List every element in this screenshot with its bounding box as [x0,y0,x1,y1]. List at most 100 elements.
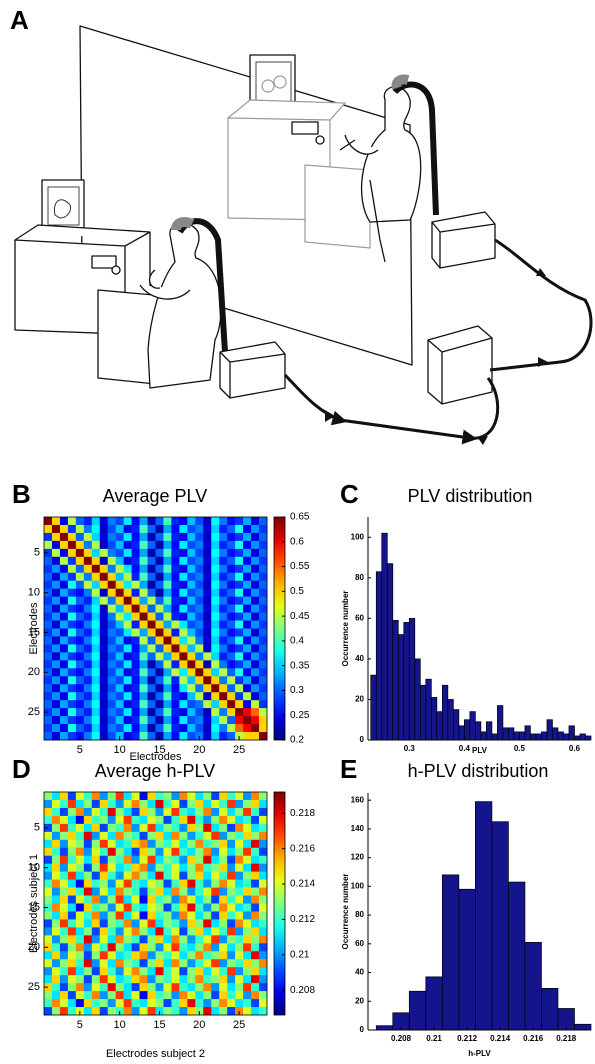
heatmap-cell [59,532,69,542]
heatmap-cell [203,716,212,725]
heatmap-cell [99,1007,109,1016]
heatmap-cell [51,1007,61,1016]
heatmap-cell [211,524,220,534]
colorbar-tick-label: 0.65 [290,512,310,523]
heatmap-cell [59,676,69,685]
heatmap-cell [131,612,140,621]
heatmap-cell [219,636,228,645]
heatmap-cell [115,935,124,944]
heatmap-cell [99,792,109,801]
histogram-bar [386,563,394,741]
heatmap-cell [211,863,220,872]
heatmap-cell [203,524,212,534]
heatmap-cell [91,572,101,582]
heatmap-cell [99,943,109,952]
heatmap-cell [123,935,132,944]
heatmap-cell [203,572,212,582]
heatmap-cell [147,572,156,582]
heatmap-cell [179,517,188,526]
heatmap-cell [187,556,196,566]
heatmap-cell [203,620,212,629]
colorbar-tick-label: 0.25 [290,710,310,721]
heatmap-cell [107,644,116,653]
heatmap-cell [123,628,132,637]
heatmap-cell [163,556,172,566]
heatmap-cell [115,943,124,952]
heatmap-cell [171,724,180,733]
heatmap-cell [83,556,93,566]
heatmap-cell [99,572,109,582]
heatmap-cell [123,911,132,920]
heatmap-cell [155,975,164,984]
heatmap-cell [107,991,116,1000]
heatmap-cell [251,919,260,928]
heatmap-cell [179,612,188,621]
heatmap-cell [163,708,172,717]
heatmap-cell [195,700,204,709]
heatmap-cell [67,596,77,605]
heatmap-cell [235,983,244,992]
heatmap-cell [131,724,140,733]
heatmap-cell [91,540,101,550]
heatmap-cell [251,815,260,825]
heatmap-cell [147,975,156,984]
heatmap-cell [99,724,109,733]
heatmap-cell [259,636,268,645]
heatmap-cell [195,572,204,582]
heatmap-cell [115,692,124,701]
heatmap-cell [195,879,204,888]
heatmap-cell [187,799,196,809]
heatmap-cell [235,991,244,1000]
heatmap-cell [187,903,196,912]
heatmap-cell [115,700,124,709]
heatmap-cell [107,911,116,920]
heatmap-cell [251,967,260,976]
heatmap-cell [187,815,196,825]
heatmap-cell [187,668,196,677]
heatmap-cell [123,700,132,709]
heatmap-cell [179,792,188,801]
heatmap-cell [179,927,188,936]
heatmap-cell [219,572,228,582]
heatmap-cell [147,556,156,566]
heatmap-cell [123,879,132,888]
heatmap-cell [219,580,228,589]
heatmap-cell [147,732,156,741]
heatmap-cell [67,815,77,825]
y-tick-label: 140 [351,824,365,833]
heatmap-cell [171,999,180,1008]
heatmap-cell [163,588,172,597]
heatmap-cell [235,540,244,550]
heatmap-cell [179,839,188,849]
heatmap-cell [235,620,244,629]
heatmap-cell [219,660,228,669]
heatmap-cell [163,959,172,968]
heatmap-cell [139,716,148,725]
heatmap-cell [243,919,252,928]
heatmap-cell [243,792,252,801]
heatmap-cell [203,951,212,960]
heatmap-cell [171,799,180,809]
y-tick-label: 15 [28,901,40,913]
heatmap-cell [195,799,204,809]
heatmap-cell [187,879,196,888]
heatmap-cell [251,975,260,984]
heatmap-cell [171,540,180,550]
heatmap-cell [44,596,53,605]
heatmap-cell [51,724,61,733]
histogram-bar [508,727,515,741]
colorbar-tick-label: 0.208 [290,985,315,996]
heatmap-cell [227,807,236,817]
heatmap-cell [147,524,156,534]
heatmap-cell [203,692,212,701]
heatmap-cell [211,532,220,542]
heatmap-cell [203,532,212,542]
heatmap-cell [59,823,69,833]
heatmap-cell [155,999,164,1008]
heatmap-cell [115,556,124,566]
heatmap-cell [163,1007,172,1016]
histogram-bar [447,699,454,741]
heatmap-cell [115,823,124,833]
heatmap-cell [219,588,228,597]
heatmap-cell [211,588,220,597]
